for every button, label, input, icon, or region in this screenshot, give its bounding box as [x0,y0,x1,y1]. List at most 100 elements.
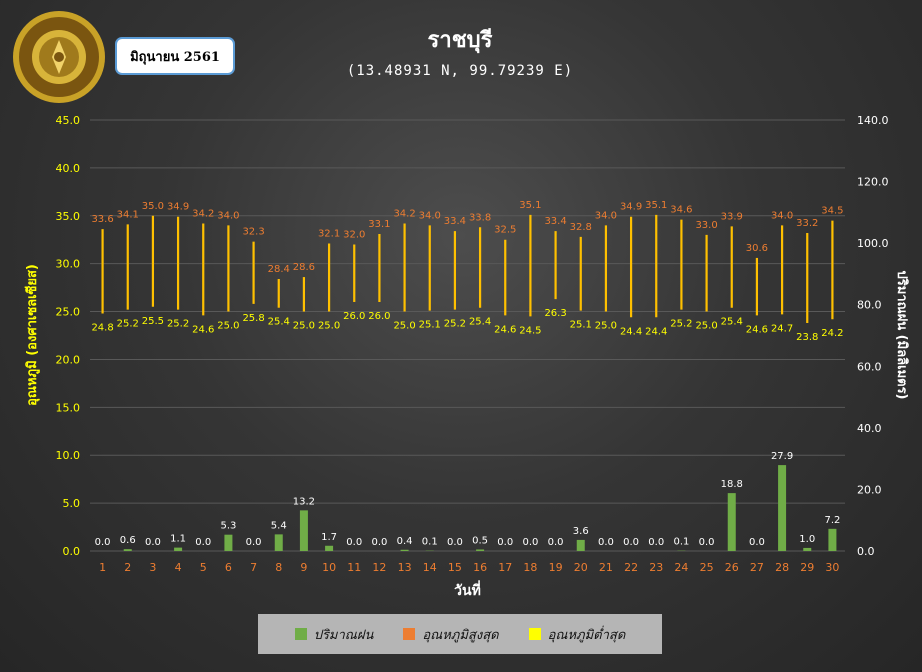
rain-value-label: 1.7 [321,532,337,543]
rain-value-label: 0.5 [472,535,488,546]
rain-value-label: 0.0 [497,537,513,548]
tmin-value-label: 25.0 [595,321,617,332]
x-tick-label: 22 [624,561,638,574]
rain-bar [576,539,585,551]
x-tick-label: 14 [423,561,437,574]
y-right-tick-label: 100.0 [857,237,889,250]
rain-bar [727,493,736,551]
tmax-value-label: 34.5 [821,206,843,217]
x-tick-label: 1 [99,561,106,574]
legend-swatch-tmax [403,628,416,640]
tmax-value-label: 33.2 [796,218,818,229]
rain-value-label: 1.0 [799,534,815,545]
x-tick-label: 27 [750,561,764,574]
rain-value-label: 0.0 [699,537,715,548]
x-tick-label: 10 [322,561,336,574]
rain-bar [174,547,183,551]
tmin-value-label: 25.8 [242,313,264,324]
y-left-tick-label: 0.0 [63,545,81,558]
tmin-value-label: 24.7 [771,323,793,334]
tmin-value-label: 24.4 [645,326,667,337]
tmin-value-label: 25.1 [419,320,441,331]
rain-bar [803,547,812,551]
rain-value-label: 13.2 [293,496,315,507]
y-left-tick-label: 40.0 [56,162,81,175]
rain-bar [299,510,308,551]
tmin-value-label: 25.1 [570,320,592,331]
tmin-value-label: 25.0 [393,321,415,332]
x-tick-label: 30 [825,561,839,574]
legend-label-tmin: อุณหภูมิต่ำสุด [547,627,626,643]
tmin-value-label: 24.8 [91,322,113,333]
legend-label-rain: ปริมาณฝน [313,627,374,643]
month-label: มิถุนายน 2561 [115,37,235,75]
rain-bar [274,534,283,551]
y-left-tick-label: 25.0 [56,306,81,319]
tmax-value-label: 35.0 [142,201,164,212]
tmax-value-label: 34.0 [419,210,441,221]
tmax-value-label: 33.1 [368,219,390,230]
x-tick-label: 13 [398,561,412,574]
tmin-value-label: 25.0 [318,321,340,332]
y-left-tick-label: 45.0 [56,114,81,127]
rain-value-label: 0.0 [648,537,664,548]
y-right-tick-label: 120.0 [857,176,889,189]
tmax-value-label: 32.3 [242,227,264,238]
tmin-value-label: 25.4 [469,317,491,328]
rain-value-label: 18.8 [721,479,743,490]
legend-swatch-rain [294,628,307,640]
tmin-value-label: 24.2 [821,328,843,339]
x-tick-label: 28 [775,561,789,574]
tmax-value-label: 28.6 [293,262,315,273]
tmin-value-label: 26.0 [343,311,365,322]
rain-value-label: 3.6 [573,526,589,537]
y-right-tick-label: 40.0 [857,422,882,435]
rain-value-label: 0.6 [120,535,136,546]
rain-value-label: 0.0 [598,537,614,548]
x-tick-label: 4 [175,561,182,574]
tmin-value-label: 24.6 [494,324,516,335]
tmax-value-label: 34.0 [771,210,793,221]
x-tick-label: 20 [574,561,588,574]
y-left-tick-label: 15.0 [56,401,81,414]
tmax-value-label: 33.6 [91,214,113,225]
rain-value-label: 0.0 [749,537,765,548]
rain-value-label: 0.0 [95,537,111,548]
rain-value-label: 0.0 [548,537,564,548]
x-tick-label: 23 [649,561,663,574]
rain-value-label: 0.1 [673,537,689,548]
rain-value-label: 0.1 [422,537,438,548]
x-tick-label: 26 [725,561,739,574]
tmin-value-label: 25.5 [142,316,164,327]
x-tick-label: 5 [200,561,207,574]
x-tick-label: 12 [372,561,386,574]
rain-value-label: 1.1 [170,534,186,545]
tmax-value-label: 34.9 [167,202,189,213]
y-right-tick-label: 20.0 [857,483,882,496]
x-tick-label: 9 [300,561,307,574]
x-tick-label: 21 [599,561,613,574]
tmax-value-label: 34.2 [393,208,415,219]
rain-bar [325,545,334,551]
tmax-value-label: 34.9 [620,202,642,213]
x-tick-label: 18 [523,561,537,574]
tmin-value-label: 24.5 [519,325,541,336]
legend-item-tmin: อุณหภูมิต่ำสุด [528,624,626,645]
tmax-value-label: 34.0 [217,210,239,221]
y-left-tick-label: 5.0 [63,497,81,510]
x-tick-label: 25 [700,561,714,574]
rain-bar [828,528,837,551]
tmin-value-label: 25.2 [117,319,139,330]
tmin-value-label: 25.2 [444,319,466,330]
tmin-value-label: 24.4 [620,326,642,337]
y-right-axis-title: ปริมาณฝน (มิลลิเมตร) [894,270,909,399]
y-left-tick-label: 35.0 [56,210,81,223]
tmax-value-label: 32.1 [318,229,340,240]
rain-value-label: 27.9 [771,451,793,462]
tmin-value-label: 25.2 [167,319,189,330]
tmin-value-label: 26.0 [368,311,390,322]
tmin-value-label: 25.0 [293,321,315,332]
x-tick-label: 7 [250,561,257,574]
x-tick-label: 6 [225,561,232,574]
